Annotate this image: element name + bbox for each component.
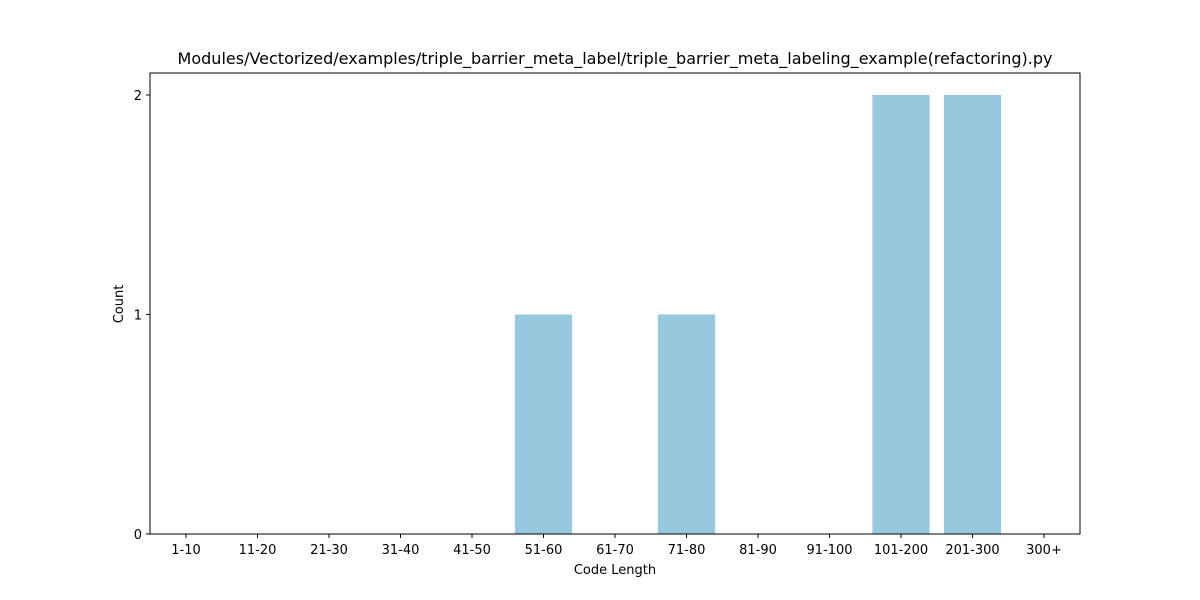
x-tick-label: 91-100 — [806, 543, 852, 558]
bar-201-300 — [943, 94, 1002, 534]
x-tick-label: 61-70 — [596, 543, 634, 558]
x-tick-label: 201-300 — [945, 543, 999, 558]
x-tick-label: 31-40 — [382, 543, 420, 558]
bar-51-60 — [514, 314, 573, 534]
bar-71-80 — [657, 314, 716, 534]
x-axis: 1-10 11-20 21-30 31-40 41-50 51-60 61-70 71-80 8… — [171, 534, 1062, 558]
x-tick-label: 21-30 — [310, 543, 348, 558]
x-tick-label: 41-50 — [453, 543, 491, 558]
plot-frame — [149, 72, 1081, 535]
y-tick-label: 0 — [134, 528, 142, 543]
y-axis-label: Count — [112, 285, 127, 324]
x-tick-label: 51-60 — [525, 543, 563, 558]
bar-101-200 — [872, 94, 930, 534]
y-tick-label: 1 — [134, 308, 142, 323]
x-tick-label: 101-200 — [874, 543, 928, 558]
x-tick-label: 1-10 — [171, 543, 201, 558]
y-tick-label: 2 — [134, 89, 142, 104]
x-axis-label: Code Length — [574, 563, 656, 578]
x-tick-label: 300+ — [1026, 543, 1062, 558]
bars-layer — [514, 94, 1002, 534]
chart-title: Modules/Vectorized/examples/triple_barri… — [178, 49, 1053, 69]
x-tick-label: 71-80 — [668, 543, 706, 558]
y-axis: 0 1 2 — [134, 89, 150, 543]
x-tick-label: 11-20 — [239, 543, 277, 558]
x-tick-label: 81-90 — [739, 543, 777, 558]
